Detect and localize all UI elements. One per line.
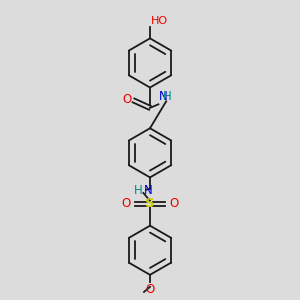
Text: H: H: [134, 184, 143, 197]
Text: HO: HO: [151, 16, 168, 26]
Text: S: S: [145, 197, 155, 210]
Text: O: O: [122, 197, 131, 210]
Text: O: O: [169, 197, 178, 210]
Text: N: N: [143, 184, 152, 197]
Text: H: H: [163, 90, 172, 103]
Text: O: O: [146, 283, 154, 296]
Text: N: N: [159, 90, 168, 103]
Text: O: O: [123, 93, 132, 106]
